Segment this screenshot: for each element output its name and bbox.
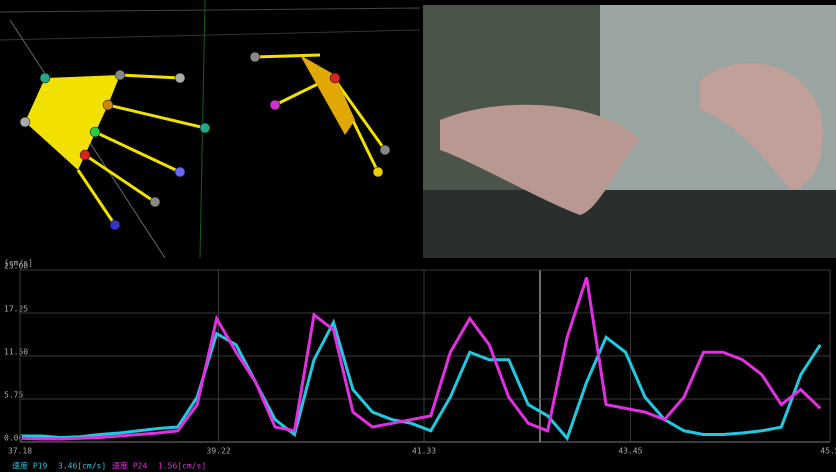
legend-name: 速度 P19 [12,461,47,471]
x-tick-label: 45.5 [820,447,836,456]
3d-view [0,0,420,258]
y-tick-label: 17.25 [4,305,28,314]
x-tick-label: 43.45 [618,447,642,456]
legend-name: 速度 P24 [112,461,147,471]
app: [cm/s] 0.00 5.75 11.50 17.25 23.00 37.18 39.22… [0,0,836,472]
legend-readout: 1.56[cm/s] [158,462,206,471]
x-tick-label: 39.22 [207,447,231,456]
chart-panel: [cm/s] [0,259,836,472]
x-tick-label: 41.33 [412,447,436,456]
x-tick-label: 37.18 [8,447,32,456]
y-tick-label: 5.75 [4,391,23,400]
screen: [cm/s] 0.00 5.75 11.50 17.25 23.00 37.18 39.22… [0,0,836,472]
legend-readout: 3.46[cm/s] [58,462,106,471]
y-tick-label: 11.50 [4,348,28,357]
y-tick-label: 23.00 [4,262,28,271]
y-tick-label: 0.00 [4,434,23,443]
video-frame [423,5,836,258]
